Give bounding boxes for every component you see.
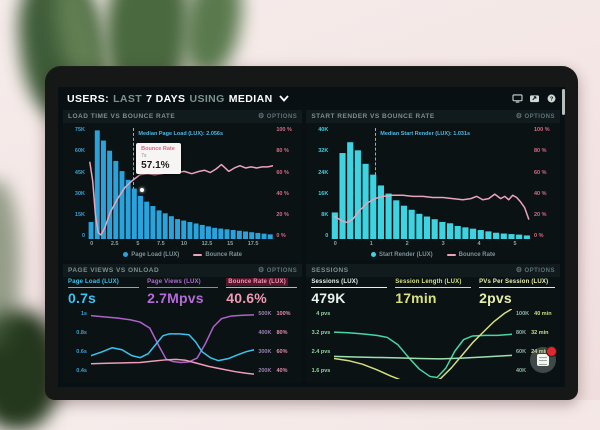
panel-load-time-vs-bounce-rate: LOAD TIME VS BOUNCE RATE ⚙ OPTIONS 75K 60K… [63,110,303,261]
page-views-chart [91,309,254,380]
median-page-load-line: Median Page Load (LUX): 2.056s [133,128,223,240]
panel-start-render-vs-bounce-rate: START RENDER VS BOUNCE RATE ⚙ OPTIONS 40K… [306,110,560,261]
chart-legend: Start Render (LUX) Bounce Rate [308,249,558,260]
chevron-down-icon [278,95,289,102]
metric-page-views: Page Views (LUX) 2.7Mpvs [147,279,219,306]
svg-text:?: ? [550,96,554,102]
start-render-chart: Median Start Render (LUX): 1.031s [331,126,531,240]
metric-bounce-rate: Bounce Rate (LUX) 40.6% [226,278,298,306]
gear-icon: ⚙ [258,113,265,120]
options-button[interactable]: ⚙ OPTIONS [258,113,298,120]
dashboard-screen: USERS: LAST 7 DAYS USING MEDIAN ? LOAD T… [58,87,565,387]
page-load-legend-dot [123,252,129,258]
metric-session-length: Session Length (LUX) 17min [395,279,472,306]
days-label: 7 DAYS [146,92,186,105]
panel-sessions: SESSIONS ⚙ OPTIONS Sessions (LUX) 479K Se… [306,264,560,383]
panel-page-views-vs-onload: PAGE VIEWS VS ONLOAD ⚙ OPTIONS Page Load … [63,264,303,383]
panel-title: SESSIONS [311,267,349,275]
bounce-rate-tooltip: Bounce Rate 7s 57.1% [136,143,181,175]
options-button[interactable]: ⚙ OPTIONS [515,267,555,275]
monitor-icon[interactable] [512,94,523,103]
users-label: USERS: [67,92,110,105]
panel-title: LOAD TIME VS BOUNCE RATE [68,113,176,120]
metric-page-load: Page Load (LUX) 0.7s [68,279,140,306]
gear-icon: ⚙ [515,113,523,120]
y-axis-sessions-and-length: 100K 40 min 80K 32 min 60K 24 min 40K [515,311,552,374]
options-button[interactable]: ⚙ OPTIONS [515,113,555,120]
gear-icon: ⚙ [515,267,523,275]
y-axis-page-load: 1s 0.8s 0.6s 0.4s [76,311,87,374]
y-axis-bounce-rate: 100 % 80 % 60 % 40 % 20 % 0 % [533,127,550,240]
chart-legend: Page Load (LUX) Bounce Rate [65,249,300,260]
dashboard-header: USERS: LAST 7 DAYS USING MEDIAN ? [58,87,565,108]
users-filter-dropdown[interactable]: USERS: LAST 7 DAYS USING MEDIAN [67,93,289,105]
notifications-widget-button[interactable] [530,346,557,373]
median-label: MEDIAN [228,92,273,105]
panel-title: START RENDER VS BOUNCE RATE [311,113,435,120]
last-label: LAST [113,92,143,105]
using-label: USING [189,92,225,105]
load-time-chart: Median Page Load (LUX): 2.056s Bounce Ra… [88,126,273,240]
y-axis-bounce-rate: 100 % 80 % 60 % 40 % 20 % 0 % [276,127,292,240]
share-icon[interactable] [529,94,540,103]
options-button[interactable]: ⚙ OPTIONS [258,267,298,275]
metric-pvs-per-session: PVs Per Session (LUX) 2pvs [479,279,555,306]
gear-icon: ⚙ [258,267,265,275]
y-axis-users: 40K 32K 24K 16K 8K 0 [318,127,329,240]
scrollbar[interactable] [562,89,565,115]
notification-badge [546,346,557,357]
hover-point-marker [139,188,144,193]
x-axis-seconds: 0 2.5 5 7.5 10 12.5 15 17.5 [90,241,259,248]
changelog-icon [537,354,549,366]
sessions-chart [334,309,512,380]
start-render-legend-dot [370,252,376,258]
metric-sessions: Sessions (LUX) 479K [311,279,388,306]
y-axis-pvs: 4 pvs 3.2 pvs 2.4 pvs 1.6 pvs [311,311,331,374]
bounce-rate-legend-line [193,253,203,256]
panel-title: PAGE VIEWS VS ONLOAD [68,267,160,275]
y-axis-views-and-bounce: 500K 100% 400K 80% 300K 60% 200K 40% [258,311,291,374]
help-icon[interactable]: ? [546,94,557,103]
laptop-frame: USERS: LAST 7 DAYS USING MEDIAN ? LOAD T… [45,66,578,400]
y-axis-users: 75K 60K 45K 30K 15K 0 [74,127,85,240]
bounce-rate-legend-line [446,253,456,256]
